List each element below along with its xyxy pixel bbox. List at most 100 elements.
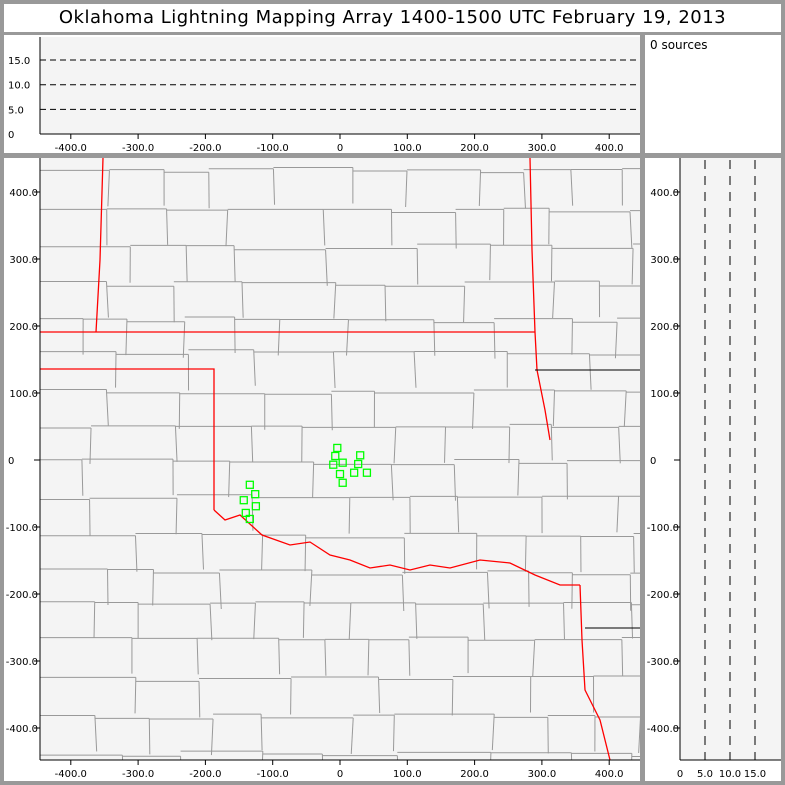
lma-station-marker: [331, 451, 340, 461]
county-border: [508, 427, 511, 464]
source-count: 0 sources: [650, 38, 708, 52]
county-border: [250, 426, 254, 463]
lma-station-marker: [338, 478, 347, 487]
county-border: [550, 424, 553, 461]
county-border: [278, 638, 281, 675]
county-border: [134, 677, 137, 714]
county-border: [648, 676, 650, 712]
x-tick-label: 10.0: [719, 769, 741, 780]
y-tick-label: -100.0: [6, 523, 38, 534]
county-border: [225, 210, 229, 247]
county-border: [196, 638, 199, 675]
y-tick-label: 0: [650, 456, 656, 467]
county-border: [201, 533, 204, 570]
county-border: [312, 461, 315, 498]
county-border: [94, 715, 98, 752]
county-border: [629, 211, 633, 248]
county-border: [478, 169, 482, 206]
county-border: [198, 681, 201, 718]
county-border: [570, 169, 574, 206]
y-tick-label: 15.0: [8, 56, 30, 67]
x-tick-label: 0: [337, 143, 343, 154]
county-border: [93, 601, 96, 638]
county-border: [182, 321, 186, 358]
lma-station-marker: [251, 490, 260, 499]
plot-title: Oklahoma Lightning Mapping Array 1400-15…: [4, 4, 781, 32]
county-border: [482, 604, 486, 641]
county-border: [125, 319, 128, 356]
y-tick-label: 0: [8, 456, 14, 467]
state-border-outer: [535, 369, 640, 629]
county-border: [392, 715, 395, 752]
county-border: [228, 461, 231, 498]
county-border: [322, 209, 326, 246]
county-border: [638, 717, 640, 753]
y-tick-label: -400.0: [647, 724, 679, 735]
county-border: [348, 497, 351, 534]
county-border: [631, 248, 634, 285]
lma-station-marker: [329, 460, 338, 469]
county-border: [89, 427, 92, 464]
county-border: [472, 392, 475, 429]
county-border: [490, 752, 492, 760]
county-border: [272, 168, 276, 205]
x-tick-label: 300.0: [528, 769, 557, 780]
state-border: [40, 368, 215, 510]
altitude-plot-area: [40, 37, 640, 134]
y-tick-label: -400.0: [6, 724, 38, 735]
county-border: [277, 319, 281, 356]
county-border: [444, 426, 447, 463]
county-border: [563, 603, 565, 640]
y-tick-label: 300.0: [650, 255, 679, 266]
county-border: [405, 171, 408, 208]
county-border: [532, 640, 536, 677]
county-border: [148, 718, 151, 755]
county-border: [324, 639, 327, 676]
county-border: [233, 245, 236, 282]
x-tick-label: 200.0: [460, 143, 489, 154]
county-border: [456, 496, 460, 533]
county-border: [415, 602, 418, 639]
county-border: [105, 281, 109, 318]
county-border: [691, 757, 693, 785]
county-border: [662, 355, 663, 391]
county-border: [261, 751, 264, 760]
county-border: [346, 319, 349, 356]
lma-station-marker: [333, 443, 342, 453]
county-border: [209, 604, 213, 641]
county-border: [390, 464, 394, 501]
x-tick-label: 0: [677, 769, 683, 780]
county-border: [333, 282, 337, 319]
x-tick-label: 5.0: [697, 769, 713, 780]
county-border: [401, 574, 405, 611]
county-border: [570, 752, 573, 760]
county-border: [633, 536, 635, 573]
x-tick-label: -200.0: [189, 769, 221, 780]
county-border: [304, 535, 307, 572]
county-border: [393, 427, 397, 464]
county-border: [134, 535, 138, 572]
county-border: [348, 602, 352, 639]
state-border: [529, 158, 551, 441]
x-tick-label: -300.0: [122, 769, 154, 780]
county-border: [623, 390, 627, 427]
x-tick-label: 400.0: [595, 769, 624, 780]
lma-station-marker: [245, 480, 254, 489]
county-border: [664, 426, 665, 462]
county-border: [309, 569, 313, 607]
state-border: [95, 158, 104, 333]
county-border: [241, 281, 244, 318]
county-border: [618, 427, 621, 464]
county-lines: [40, 158, 693, 785]
county-border: [614, 322, 618, 359]
county-border: [350, 717, 354, 754]
county-border: [517, 459, 520, 496]
county-border: [489, 244, 491, 281]
lma-station-marker: [251, 502, 261, 511]
x-tick-label: -400.0: [55, 143, 87, 154]
county-border: [185, 245, 188, 282]
county-border: [166, 208, 169, 245]
county-border: [588, 353, 592, 390]
county-border: [378, 677, 381, 714]
county-border: [253, 349, 256, 386]
